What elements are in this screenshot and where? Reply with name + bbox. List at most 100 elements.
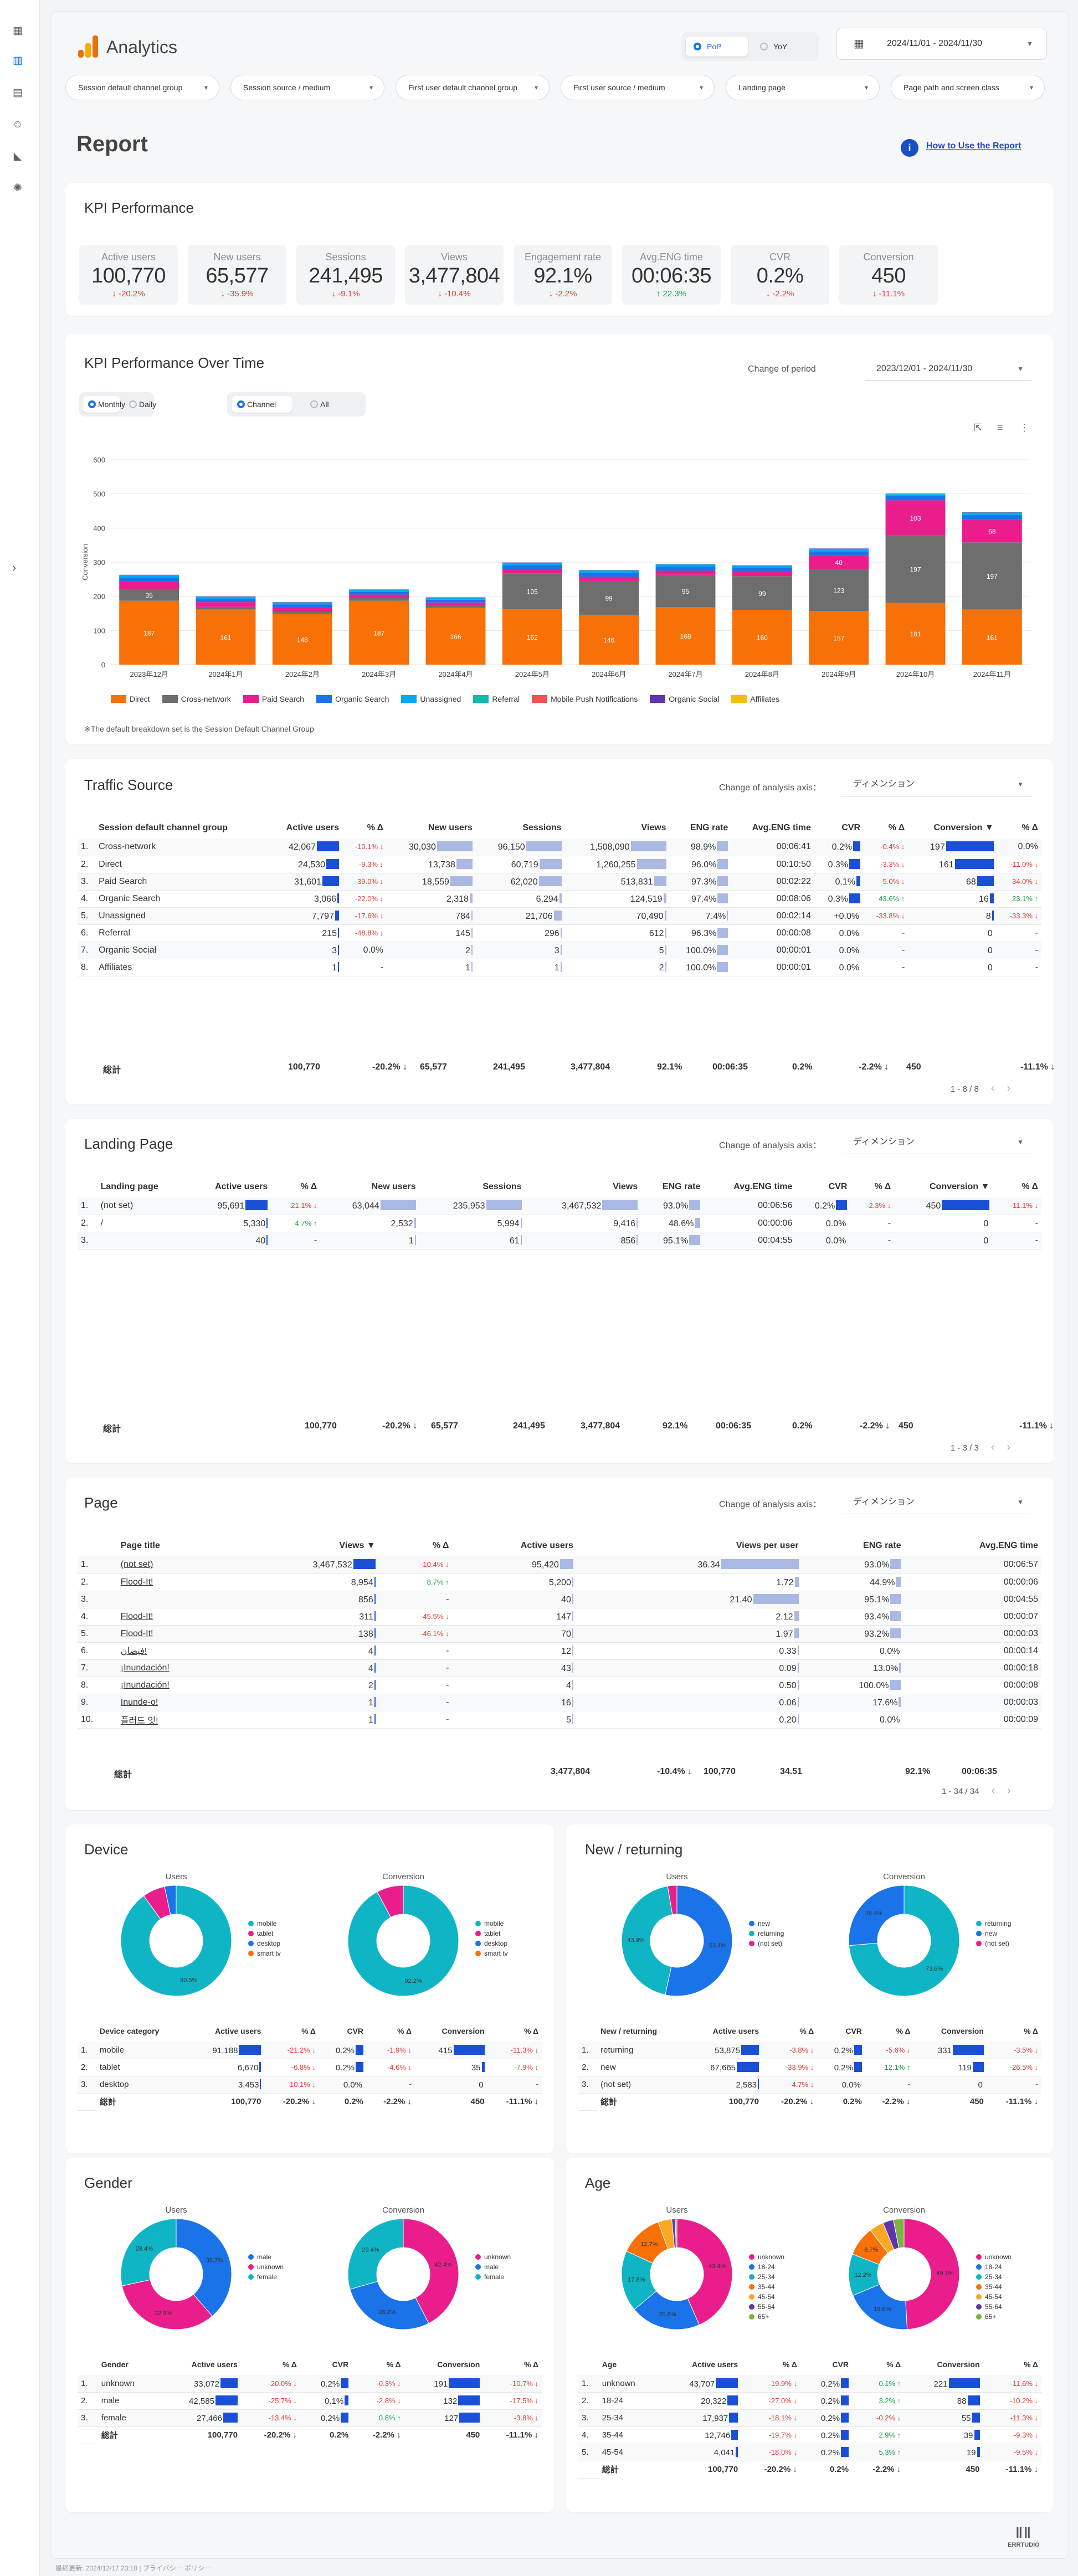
column-header[interactable]: Conversion <box>442 2027 485 2035</box>
more-vert-icon[interactable]: ⋮ <box>1019 422 1029 433</box>
column-header[interactable]: Views ▼ <box>339 1541 376 1550</box>
table-row[interactable]: 5. Flood-It! 138 -46.1% ↓ 70 1.97 93.2% 00:00:0… <box>78 1625 1041 1643</box>
column-header[interactable]: % Δ <box>300 1182 317 1191</box>
column-header[interactable]: CVR <box>841 823 861 832</box>
column-header[interactable]: % Δ <box>799 2027 814 2035</box>
column-header[interactable] <box>578 2354 599 2375</box>
all-option[interactable]: All <box>305 396 360 413</box>
next-page-icon[interactable]: › <box>1007 1082 1011 1094</box>
column-header[interactable]: % Δ <box>874 1182 891 1191</box>
how-to-link[interactable]: i How to Use the Report <box>901 139 1021 157</box>
column-header[interactable]: Conversion <box>437 2360 480 2369</box>
traffic-axis-dropdown[interactable]: ディメンション ▼ <box>842 772 1031 796</box>
table-row[interactable]: 1. (not set) 3,467,532 -10.4% ↓ 95,420 36.34 9… <box>78 1556 1041 1574</box>
column-header[interactable]: CVR <box>845 2027 862 2035</box>
column-header[interactable]: Conversion <box>941 2027 984 2035</box>
table-row[interactable]: 1. (not set) 95,691 -21.1% ↓ 63,044 235,953 3,… <box>78 1197 1041 1215</box>
table-row[interactable]: 3. female 27,466 -13.4% ↓ 0.2% 0.8% ↑ 127 -3.8%… <box>78 2409 542 2427</box>
column-header[interactable]: % Δ <box>524 2360 538 2369</box>
expand-chevron-icon[interactable]: › <box>12 561 17 574</box>
next-page-icon[interactable]: › <box>1007 1785 1011 1797</box>
table-row[interactable]: 2. tablet 6,670 -6.8% ↓ 0.2% -4.6% ↓ 35 -7.9% ↓ <box>78 2059 542 2076</box>
filter-page-path[interactable]: Page path and screen class ▾ <box>891 75 1045 100</box>
column-header[interactable]: Active users <box>215 1182 268 1191</box>
column-header[interactable]: % Δ <box>888 823 905 832</box>
table-row[interactable]: 3. 25-34 17,937 -18.1% ↓ 0.2% -0.2% ↓ 55 -11.3%… <box>578 2409 1041 2427</box>
table-row[interactable]: 2. male 42,585 -25.7% ↓ 0.1% -2.8% ↓ 132 -17.5%… <box>78 2392 542 2410</box>
column-header[interactable] <box>78 1535 117 1556</box>
table-row[interactable]: 9. Inunde-o! 1 - 16 0.06 17.6% 00:00:03 <box>78 1694 1041 1711</box>
column-header[interactable]: Active users <box>691 2360 738 2369</box>
column-header[interactable] <box>578 2020 597 2042</box>
column-header[interactable]: Avg.ENG time <box>733 1182 793 1191</box>
column-header[interactable]: Views <box>641 823 666 832</box>
column-header[interactable]: % Δ <box>367 823 384 832</box>
column-header[interactable]: New users <box>371 1182 416 1191</box>
column-header[interactable]: Device category <box>99 2027 160 2035</box>
column-header[interactable] <box>78 817 95 839</box>
export-icon[interactable]: ⇱ <box>974 422 983 433</box>
table-row[interactable]: 3. 40 - 1 61 856 95.1% 00:04:55 0.0% - 0 - <box>78 1232 1041 1250</box>
column-header[interactable]: Age <box>602 2360 617 2369</box>
period-dropdown[interactable]: 2023/12/01 - 2024/11/30 ▼ <box>865 357 1031 381</box>
daily-option[interactable]: Daily <box>124 396 156 413</box>
column-header[interactable]: Session default channel group <box>99 823 228 832</box>
column-header[interactable]: % Δ <box>282 2360 297 2369</box>
dashboard-icon[interactable]: ▦ <box>13 25 23 37</box>
table-row[interactable]: 1. unknown 43,707 -19.9% ↓ 0.2% 0.1% ↑ 221 -11.… <box>578 2375 1041 2393</box>
table-row[interactable]: 1. unknown 33,072 -20.0% ↓ 0.2% -0.3% ↓ 191 -10… <box>78 2375 542 2393</box>
column-header[interactable]: CVR <box>832 2360 849 2369</box>
table-row[interactable]: 2. new 67,665 -33.9% ↓ 0.2% 12.1% ↑ 119 -26.5% … <box>578 2059 1041 2076</box>
table-row[interactable]: 5. 45-54 4,041 -18.0% ↓ 0.2% 5.3% ↑ 19 -9.5% ↓ <box>578 2444 1041 2461</box>
filter-first-user-channel[interactable]: First user default channel group ▾ <box>396 75 550 100</box>
table-row[interactable]: 4. Organic Search 3,066 -22.0% ↓ 2,318 6,294 1… <box>78 890 1041 908</box>
column-header[interactable]: Active users <box>712 2027 759 2035</box>
filter-first-user-source[interactable]: First user source / medium ▾ <box>561 75 715 100</box>
sparkle-icon[interactable]: ✺ <box>13 182 22 194</box>
column-header[interactable]: New users <box>428 823 473 832</box>
date-range-picker[interactable]: ▦ 2024/11/01 - 2024/11/30 ▼ <box>836 28 1047 60</box>
table-row[interactable]: 6. Referral 215 -48.8% ↓ 145 296 612 96.3% 00:00… <box>78 924 1041 942</box>
column-header[interactable]: % Δ <box>397 2027 412 2035</box>
table-row[interactable]: 1. Cross-network 42,067 -10.1% ↓ 30,030 96,15… <box>78 839 1041 856</box>
column-header[interactable]: Gender <box>101 2360 129 2369</box>
yoy-option[interactable]: YoY <box>752 37 814 56</box>
bar-chart-icon[interactable]: ▥ <box>13 55 23 66</box>
column-header[interactable]: CVR <box>332 2360 349 2369</box>
column-header[interactable]: % Δ <box>524 2027 538 2035</box>
filter-session-channel[interactable]: Session default channel group ▾ <box>65 75 219 100</box>
table-row[interactable]: 6. فيضان! 4 - 12 0.33 0.0% 00:00:14 <box>78 1642 1041 1660</box>
column-header[interactable]: % Δ <box>1021 1182 1038 1191</box>
column-header[interactable]: Views per user <box>736 1541 799 1550</box>
table-row[interactable]: 10. 플러드 잇! 1 - 5 0.20 0.0% 00:00:09 <box>78 1711 1041 1729</box>
megaphone-icon[interactable]: ◣ <box>13 151 22 162</box>
filter-session-source[interactable]: Session source / medium ▾ <box>230 75 384 100</box>
table-row[interactable]: 2. / 5,330 4.7% ↑ 2,532 5,994 9,416 48.6% 00:00:… <box>78 1215 1041 1232</box>
column-header[interactable]: % Δ <box>432 1541 449 1550</box>
table-row[interactable]: 2. Direct 24,530 -9.3% ↓ 13,738 60,719 1,260,2… <box>78 856 1041 873</box>
prev-page-icon[interactable]: ‹ <box>990 1441 995 1453</box>
column-header[interactable]: % Δ <box>896 2027 911 2035</box>
table-row[interactable]: 3. Paid Search 31,601 -39.0% ↓ 18,559 62,020 5… <box>78 873 1041 891</box>
filter-landing-page[interactable]: Landing page ▾ <box>726 75 880 100</box>
table-row[interactable]: 3. desktop 3,453 -10.1% ↓ 0.0% - 0 - <box>78 2076 542 2094</box>
column-header[interactable]: Active users <box>191 2360 238 2369</box>
column-header[interactable]: Active users <box>215 2027 261 2035</box>
column-header[interactable]: % Δ <box>301 2027 316 2035</box>
column-header[interactable]: % Δ <box>886 2360 901 2369</box>
column-header[interactable]: Active users <box>520 1541 573 1550</box>
table-row[interactable]: 4. 35-44 12,746 -19.7% ↓ 0.2% 2.9% ↑ 39 -9.3% ↓ <box>578 2426 1041 2444</box>
column-header[interactable]: CVR <box>828 1182 848 1191</box>
column-header[interactable] <box>78 2354 98 2375</box>
column-header[interactable]: ENG rate <box>662 1182 701 1191</box>
column-header[interactable]: Avg.ENG time <box>752 823 811 832</box>
column-header[interactable]: CVR <box>347 2027 364 2035</box>
table-row[interactable]: 2. Flood-It! 8,954 8.7% ↑ 5,200 1.72 44.9% 00:0… <box>78 1574 1041 1591</box>
column-header[interactable]: New / returning <box>600 2027 658 2035</box>
prev-page-icon[interactable]: ‹ <box>990 1082 995 1094</box>
column-header[interactable]: ENG rate <box>863 1541 901 1550</box>
face-icon[interactable]: ☺ <box>12 119 23 130</box>
table-row[interactable]: 3. 856 - 40 21.40 95.1% 00:04:55 <box>78 1591 1041 1608</box>
column-header[interactable]: Page title <box>120 1541 160 1550</box>
column-header[interactable]: % Δ <box>1021 823 1038 832</box>
